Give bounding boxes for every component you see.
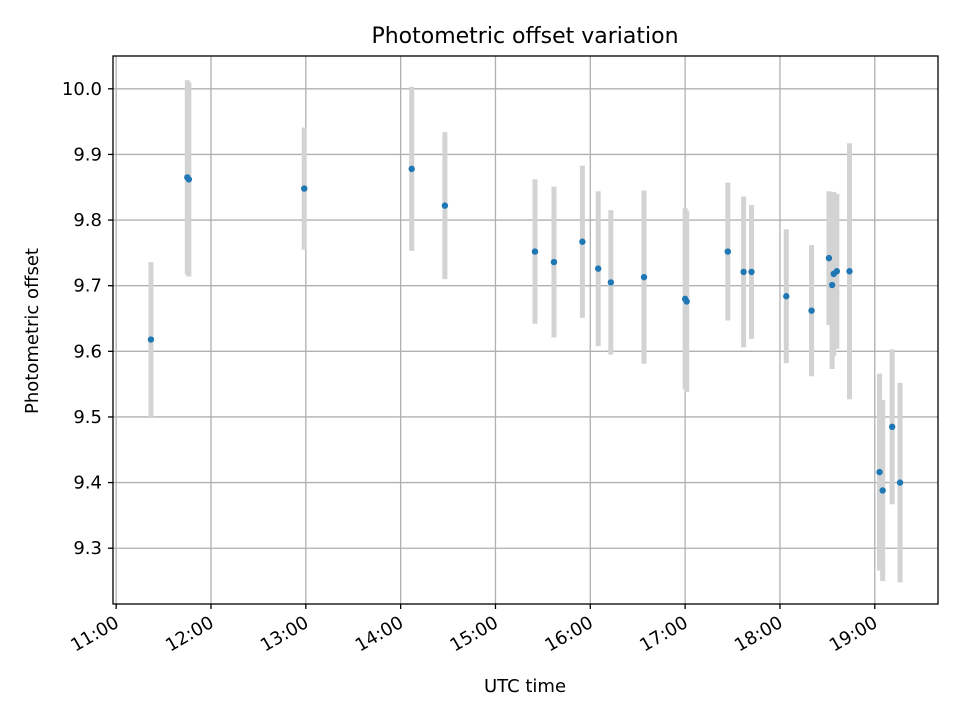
data-point <box>846 268 853 275</box>
y-tick-label: 9.5 <box>73 407 102 428</box>
y-tick-label: 10.0 <box>62 79 102 100</box>
x-tick-label: 16:00 <box>541 612 596 656</box>
data-point <box>748 268 755 276</box>
x-tick-label: 15:00 <box>447 612 502 656</box>
data-points <box>147 165 904 494</box>
x-tick-label: 11:00 <box>67 612 122 656</box>
data-point <box>828 281 836 289</box>
y-tick-label: 9.6 <box>73 341 102 362</box>
data-point <box>724 248 731 255</box>
data-point <box>876 468 883 476</box>
data-point <box>683 298 690 305</box>
data-point <box>147 336 155 343</box>
grid <box>113 56 938 604</box>
y-axis: 9.3 9.4 9.5 9.6 9.7 9.8 9.9 10.0 <box>62 79 113 559</box>
data-point <box>408 165 415 173</box>
y-tick-label: 9.9 <box>73 144 102 165</box>
y-tick-label: 9.8 <box>73 210 102 231</box>
data-point <box>640 273 648 281</box>
x-tick-label: 13:00 <box>257 612 312 656</box>
chart-title: Photometric offset variation <box>371 24 678 49</box>
data-point <box>441 202 449 209</box>
x-tick-label: 19:00 <box>826 612 881 656</box>
y-tick-label: 9.7 <box>73 276 102 297</box>
data-point <box>531 248 539 255</box>
data-point <box>550 258 558 266</box>
x-tick-label: 14:00 <box>352 612 407 656</box>
data-point <box>607 279 615 286</box>
data-point <box>896 479 904 486</box>
data-point <box>185 176 193 183</box>
data-point <box>783 293 790 300</box>
data-point <box>595 265 602 272</box>
plot-frame <box>112 55 939 605</box>
x-tick-label: 12:00 <box>162 612 217 656</box>
data-point <box>888 423 896 431</box>
x-axis: 11:00 12:00 13:00 14:00 15:00 16:00 17:00 18:00… <box>67 604 881 656</box>
data-point <box>825 254 833 262</box>
error-bars <box>148 80 903 583</box>
data-point <box>301 185 308 192</box>
y-tick-label: 9.3 <box>73 538 102 559</box>
data-point <box>579 238 586 245</box>
x-axis-label: UTC time <box>484 676 566 697</box>
data-point <box>879 487 886 494</box>
data-point <box>833 268 841 275</box>
y-tick-label: 9.4 <box>73 473 102 494</box>
x-tick-label: 18:00 <box>731 612 786 656</box>
y-axis-label: Photometric offset <box>22 248 43 414</box>
x-tick-label: 17:00 <box>636 612 691 656</box>
data-point <box>740 268 747 276</box>
data-point <box>808 307 815 314</box>
